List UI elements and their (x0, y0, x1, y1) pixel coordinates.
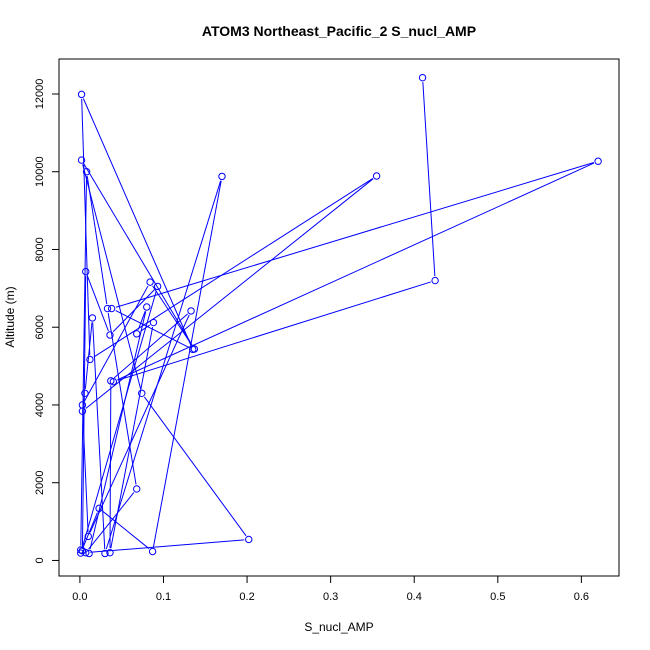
data-point (77, 90, 86, 99)
data-point (187, 307, 195, 315)
x-tick-label: 0.1 (156, 591, 171, 603)
data-point (88, 314, 97, 322)
data-point (138, 389, 146, 397)
x-tick-label: 0.0 (72, 591, 87, 603)
x-tick-label: 0.2 (239, 591, 254, 603)
x-axis: 0.0 0.1 0.2 0.3 0.4 0.5 0.6 (72, 575, 589, 603)
data-point (107, 304, 116, 313)
data-point (81, 389, 89, 397)
data-point (103, 304, 112, 313)
data-point (82, 168, 91, 176)
data-point (84, 532, 92, 541)
data-point (146, 278, 154, 286)
data-point (190, 345, 199, 353)
x-tick-label: 0.6 (574, 591, 589, 603)
data-point (77, 549, 85, 557)
series-line-segment (110, 326, 154, 549)
series-line-segment (152, 180, 222, 548)
series-line-segment (115, 162, 594, 308)
series-line-segment (117, 281, 431, 381)
y-tick-label: 0 (34, 557, 46, 563)
data-point (86, 355, 94, 364)
x-axis-label: S_nucl_AMP (304, 620, 373, 634)
data-point (418, 73, 427, 82)
series-line-segment (82, 98, 192, 346)
data-point (133, 330, 141, 338)
data-point (106, 548, 114, 557)
series-line-segment (84, 322, 93, 389)
x-tick-label: 0.3 (323, 591, 338, 603)
series-line-segment (90, 539, 245, 553)
y-axis: 0 2000 4000 6000 8000 10000 12000 (34, 79, 60, 564)
series-line-segment (86, 275, 109, 331)
series-line-segment (82, 409, 89, 532)
y-tick-label: 2000 (34, 470, 46, 494)
x-tick-label: 0.4 (407, 591, 422, 603)
data-point (594, 157, 602, 165)
series-line-segment (89, 311, 147, 550)
y-tick-label: 4000 (34, 393, 46, 417)
data-point (149, 318, 158, 327)
series-line-segment (89, 314, 190, 533)
data-point (78, 401, 87, 409)
data-point (153, 282, 162, 291)
data-point (218, 172, 226, 181)
series-line-segment (93, 178, 374, 358)
data-point (82, 267, 90, 276)
series-line-segment (117, 162, 595, 381)
data-point (431, 276, 439, 285)
series-points (77, 73, 602, 558)
y-tick-label: 8000 (34, 237, 46, 261)
series-line-segment (92, 322, 106, 549)
series-line-segment (107, 312, 137, 485)
series-line-segment (137, 311, 146, 330)
data-point (85, 549, 93, 558)
y-tick-label: 12000 (34, 79, 46, 110)
series-line-segment (88, 492, 135, 550)
series-line-segment (82, 164, 142, 390)
data-point (95, 504, 103, 513)
series-line-segment (86, 176, 108, 305)
y-axis-label: Altitude (m) (3, 286, 17, 347)
series-line-segment (105, 180, 222, 550)
series-lines (80, 82, 595, 553)
chart-title: ATOM3 Northeast_Pacific_2 S_nucl_AMP (202, 23, 476, 39)
data-point (107, 377, 115, 385)
data-point (133, 485, 141, 493)
data-point (148, 547, 157, 556)
data-point (101, 549, 109, 558)
y-tick-label: 6000 (34, 315, 46, 339)
data-point (143, 303, 151, 311)
series-line-segment (80, 176, 88, 546)
y-tick-label: 10000 (34, 156, 46, 187)
series-line-segment (81, 276, 87, 547)
series-line-segment (85, 178, 374, 409)
data-point (77, 156, 86, 164)
series-line-segment (109, 385, 112, 549)
data-point (77, 546, 85, 554)
series-line-segment (81, 512, 98, 550)
data-point (245, 535, 253, 544)
data-point (372, 172, 381, 180)
series-line-segment (81, 290, 157, 549)
series-line-segment (83, 163, 193, 346)
series-line-segment (84, 285, 149, 402)
series-line-segment (143, 396, 247, 537)
series-line-segment (152, 285, 193, 346)
x-tick-label: 0.5 (490, 591, 505, 603)
data-point (106, 331, 114, 339)
series-line-segment (113, 313, 188, 379)
series-line-segment (140, 324, 150, 332)
series-line-segment (422, 82, 436, 277)
